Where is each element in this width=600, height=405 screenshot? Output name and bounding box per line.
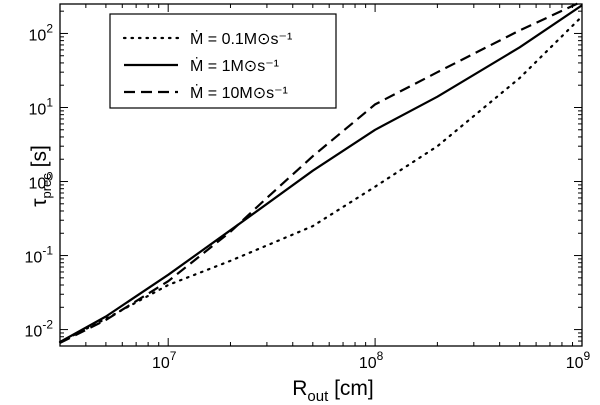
y-tick-label: 102 xyxy=(29,21,54,44)
legend: Ṁ = 0.1M⊙s⁻¹ Ṁ = 1M⊙s⁻¹ Ṁ = 10M⊙s⁻¹ xyxy=(109,13,337,109)
legend-label: Ṁ = 0.1M⊙s⁻¹ xyxy=(190,29,292,48)
series-line-dashed xyxy=(59,0,582,344)
svg-text:τprec [s]: τprec [s] xyxy=(28,145,54,207)
series-group xyxy=(58,0,582,344)
legend-label: Ṁ = 10M⊙s⁻¹ xyxy=(190,83,288,102)
x-axis-label-main: R xyxy=(292,377,307,400)
x-tick-label: 108 xyxy=(359,349,384,372)
series-line-solid xyxy=(59,4,582,343)
y-tick-label: 101 xyxy=(29,95,54,118)
x-axis-label: Rout [cm] xyxy=(292,377,374,405)
tick-labels: 107 108 109 10-2 10-1 100 101 102 xyxy=(25,21,591,372)
x-tick-label: 107 xyxy=(152,349,177,372)
plot-frame xyxy=(59,3,583,347)
x-tick-label: 109 xyxy=(566,349,591,372)
x-axis-label-unit: [cm] xyxy=(328,377,374,400)
ticks xyxy=(59,4,583,347)
y-axis-label: τprec [s] xyxy=(28,145,54,207)
y-axis-label-unit: [s] xyxy=(28,145,51,173)
y-axis-label-sub: prec xyxy=(39,173,54,199)
y-tick-label: 100 xyxy=(29,170,54,193)
legend-label: Ṁ = 1M⊙s⁻¹ xyxy=(190,56,279,75)
y-axis-label-main: τ xyxy=(28,198,51,207)
x-axis-label-sub: out xyxy=(307,388,329,405)
y-tick-label: 10-1 xyxy=(25,244,54,267)
y-tick-label: 10-2 xyxy=(25,318,54,341)
svg-text:Rout [cm]: Rout [cm] xyxy=(292,377,374,405)
